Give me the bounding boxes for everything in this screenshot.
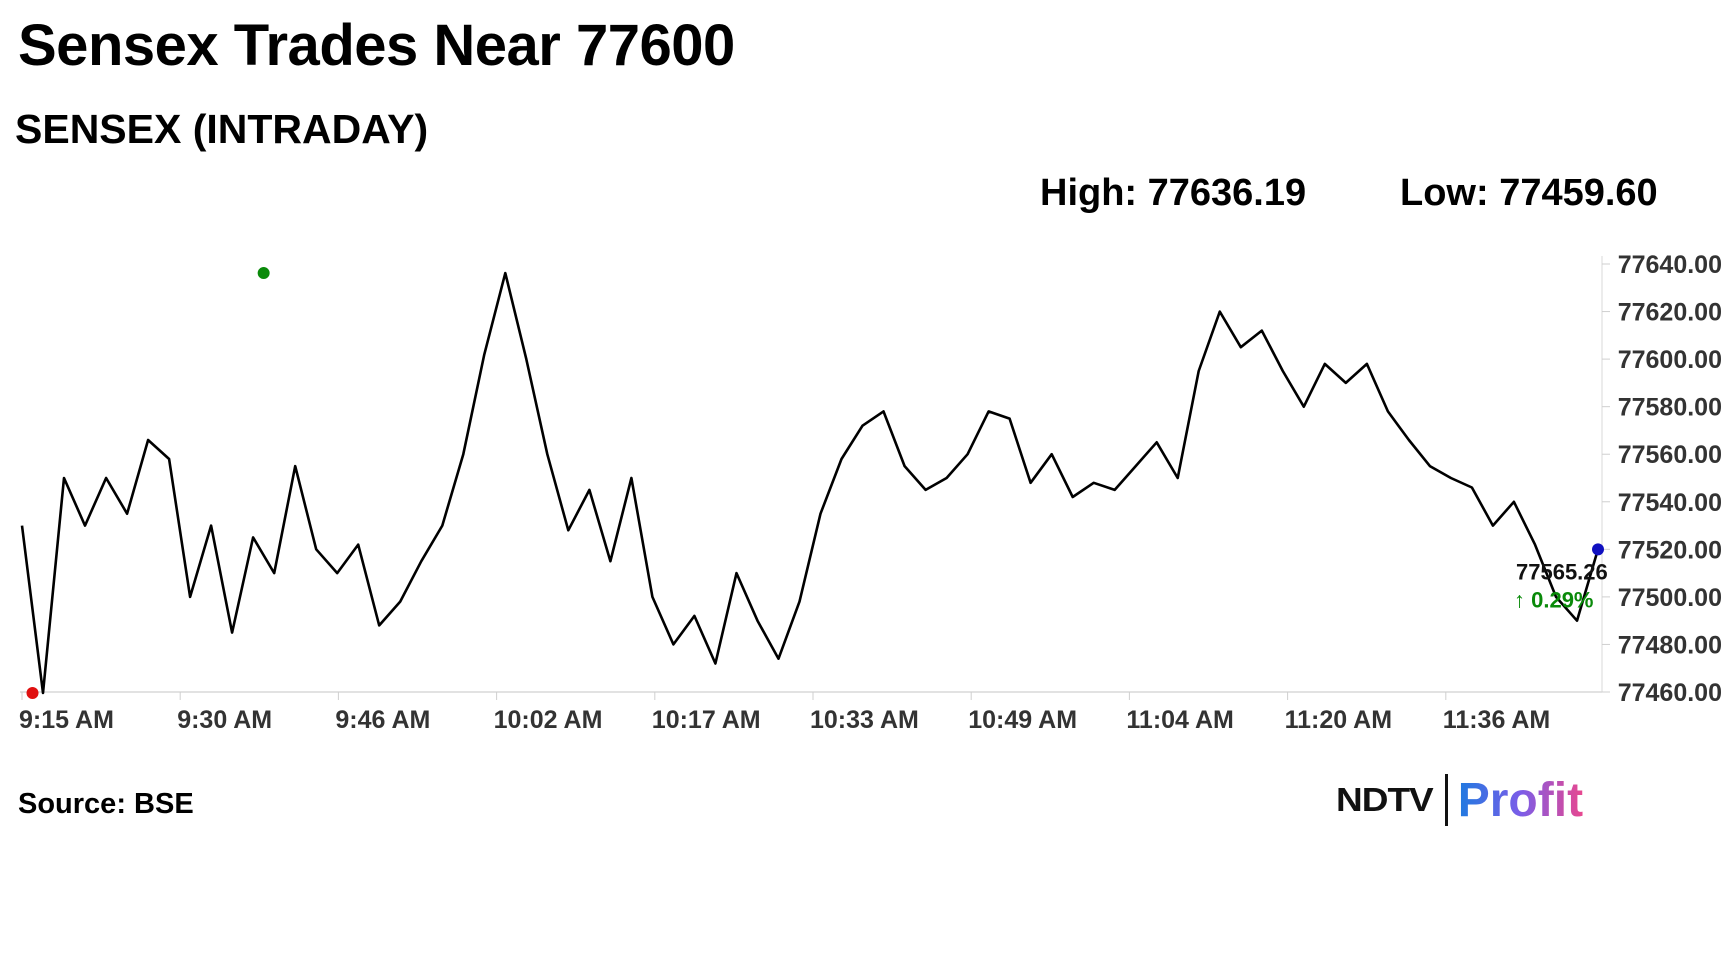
logo-separator [1444,774,1448,826]
low-marker [26,686,39,699]
y-tick-label: 77580.00 [1618,394,1722,422]
change-percent-label: ↑ 0.29% [1514,587,1594,612]
x-tick-label: 11:04 AM [1126,706,1233,734]
y-tick-label: 77520.00 [1618,536,1722,564]
intraday-line-chart: 77460.00 77480.00 77500.00 77520.00 77540.00… [19,251,1722,734]
y-tick-label: 77480.00 [1618,631,1722,659]
high-marker [257,267,270,280]
source-note: Source: BSE [18,788,194,820]
logo-profit-text: Profit [1457,773,1584,827]
ndtv-profit-logo: NDTV Profit [1336,772,1583,828]
y-tick-label: 77540.00 [1618,489,1722,517]
chart-subtitle: SENSEX (INTRADAY) [15,106,429,152]
y-tick-label: 77640.00 [1618,251,1722,279]
x-tick-label: 11:36 AM [1443,706,1550,734]
x-tick-label: 10:49 AM [968,706,1077,734]
x-tick-label: 10:33 AM [810,706,919,734]
logo-ndtv-text: NDTV [1336,781,1434,818]
x-tick-label: 9:15 AM [19,706,114,734]
x-tick-label: 9:46 AM [335,706,430,734]
x-tick-label: 10:17 AM [652,706,761,734]
page-title: Sensex Trades Near 77600 [18,13,735,78]
x-tick-label: 11:20 AM [1285,706,1392,734]
y-tick-label: 77600.00 [1618,346,1722,374]
last-value-label: 77565.26 [1516,559,1608,584]
last-value-marker [1592,543,1604,556]
x-tick-label: 10:02 AM [494,706,603,734]
day-low-label: Low: 77459.60 [1400,172,1658,214]
x-tick-label: 9:30 AM [177,706,272,734]
day-high-label: High: 77636.19 [1040,172,1307,214]
y-tick-label: 77460.00 [1618,679,1722,707]
sensex-price-line [20,271,1600,695]
x-axis: 9:15 AM 9:30 AM 9:46 AM 10:02 AM 10:17 AM 10:… [19,692,1550,734]
y-axis: 77460.00 77480.00 77500.00 77520.00 77540.00… [1602,251,1722,707]
y-tick-label: 77620.00 [1618,299,1722,327]
y-tick-label: 77500.00 [1618,584,1722,612]
y-tick-label: 77560.00 [1618,441,1722,469]
